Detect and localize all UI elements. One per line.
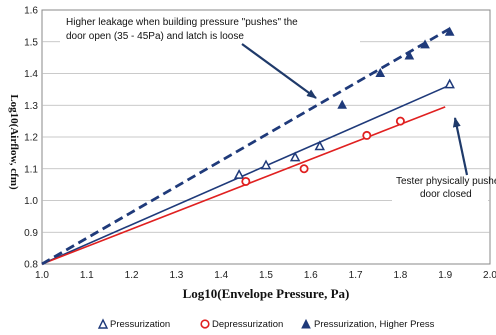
x-tick-label: 1.7 xyxy=(349,270,363,281)
data-point-higher-press xyxy=(375,67,386,77)
annotation-tester-line-1: Tester physically pushed xyxy=(396,176,496,187)
x-tick-label: 1.2 xyxy=(125,270,139,281)
legend-label-pressurization: Pressurization xyxy=(110,319,170,330)
x-tick-label: 1.8 xyxy=(393,270,407,281)
data-point-pressurization xyxy=(444,78,455,89)
data-point-pressurization xyxy=(260,159,272,170)
legend-marker-open-circle xyxy=(200,319,210,329)
data-point-higher-press xyxy=(420,39,430,49)
data-point-depressurization xyxy=(241,176,251,186)
x-tick-label: 1.1 xyxy=(80,270,94,281)
legend-item-depressurization: Depressurization xyxy=(200,319,283,330)
y-tick-label: 0.9 xyxy=(24,228,38,239)
y-tick-label: 1.5 xyxy=(24,37,38,48)
y-tick-label: 1.6 xyxy=(24,6,38,17)
data-point-pressurization xyxy=(314,140,326,151)
legend-item-pressurization: Pressurization xyxy=(97,318,170,330)
legend-marker-open-triangle xyxy=(97,318,109,329)
x-tick-label: 1.5 xyxy=(259,270,273,281)
x-tick-label: 1.4 xyxy=(214,270,228,281)
annotations: Higher leakage when building pressure "p… xyxy=(60,14,496,201)
annotation-box-tester xyxy=(392,173,488,201)
y-tick-label: 1.1 xyxy=(24,164,38,175)
x-tick-label: 1.0 xyxy=(35,270,49,281)
data-point-depressurization xyxy=(299,164,309,174)
x-tick-labels: 1.0 1.1 1.2 1.3 1.4 1.5 1.6 1.7 1.8 1.9 2.0 xyxy=(35,270,496,281)
y-tick-labels: 0.8 0.9 1.0 1.1 1.2 1.3 1.4 1.5 1.6 xyxy=(24,6,38,271)
annotation-tester-line-2: door closed xyxy=(420,189,472,200)
y-tick-label: 0.8 xyxy=(24,260,38,271)
plot-area xyxy=(41,9,491,266)
data-point-pressurization xyxy=(289,151,301,162)
annotation-leakage-line-1: Higher leakage when building pressure "p… xyxy=(66,17,298,28)
annotation-leakage-arrow xyxy=(241,43,317,99)
fit-line-solid xyxy=(41,85,448,265)
legend: Pressurization Depressurization Pressuri… xyxy=(97,318,435,330)
data-point-higher-press xyxy=(444,26,455,36)
annotation-box-leakage xyxy=(60,14,360,44)
y-tick-label: 1.0 xyxy=(24,196,38,207)
data-point-higher-press xyxy=(337,99,347,109)
x-tick-label: 1.9 xyxy=(438,270,452,281)
data-point-depressurization xyxy=(362,130,372,140)
legend-label-higher-press: Pressurization, Higher Press xyxy=(314,319,435,330)
gridlines xyxy=(42,41,490,233)
x-axis-label: Log10(Envelope Pressure, Pa) xyxy=(183,286,350,301)
data-points xyxy=(233,26,455,186)
x-tick-label: 2.0 xyxy=(483,270,496,281)
y-axis-label: Log10(Airflow, cfm) xyxy=(8,94,20,190)
fit-lines xyxy=(41,26,453,266)
y-axis-label-group: Log10(Airflow, cfm) xyxy=(8,94,20,190)
data-point-higher-press xyxy=(404,50,415,60)
legend-item-higher-press: Pressurization, Higher Press xyxy=(301,318,435,330)
x-tick-label: 1.6 xyxy=(304,270,318,281)
legend-marker-filled-triangle xyxy=(301,318,311,329)
annotation-leakage-line-2: door open (35 - 45Pa) and latch is loose xyxy=(66,31,244,42)
y-tick-label: 1.3 xyxy=(24,101,38,112)
x-tick-label: 1.3 xyxy=(169,270,183,281)
data-point-depressurization xyxy=(395,116,405,126)
legend-label-depressurization: Depressurization xyxy=(212,319,283,330)
data-point-pressurization xyxy=(233,169,245,179)
annotation-tester-arrow xyxy=(452,117,469,176)
y-tick-label: 1.2 xyxy=(24,133,38,144)
y-tick-label: 1.4 xyxy=(24,69,38,80)
fit-line-dashed xyxy=(41,26,453,266)
fit-line-solid xyxy=(41,106,446,265)
